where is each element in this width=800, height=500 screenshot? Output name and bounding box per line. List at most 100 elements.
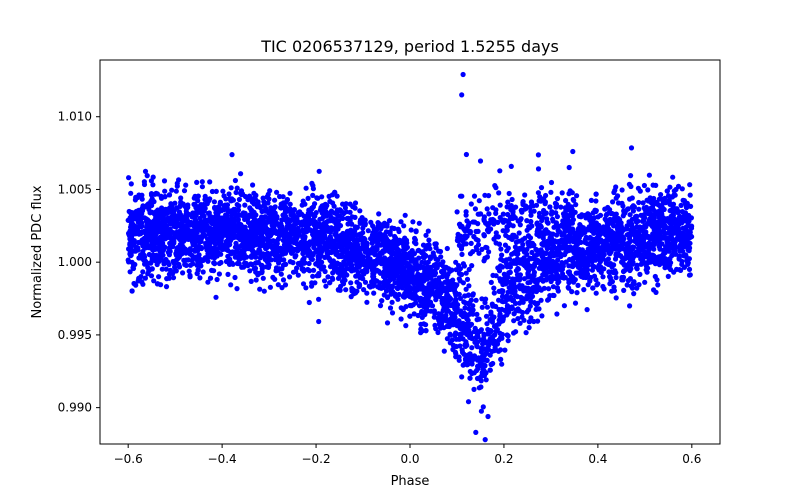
data-point	[321, 278, 328, 284]
data-point	[268, 214, 274, 220]
data-point	[154, 191, 160, 197]
data-point	[219, 246, 225, 253]
data-point	[453, 292, 459, 298]
data-point	[319, 215, 325, 221]
data-point	[656, 215, 663, 221]
data-point	[574, 236, 580, 242]
data-point	[646, 247, 652, 253]
data-point	[151, 240, 157, 246]
data-point	[581, 287, 587, 293]
data-point	[215, 213, 221, 220]
data-point	[223, 202, 229, 208]
data-point	[180, 201, 186, 207]
data-point	[369, 279, 375, 285]
data-point	[493, 303, 499, 310]
data-point	[559, 274, 565, 280]
data-point	[525, 274, 531, 280]
data-point	[316, 221, 322, 227]
data-point	[505, 333, 511, 339]
data-point	[457, 325, 463, 331]
data-point	[229, 152, 235, 158]
data-point	[289, 217, 295, 223]
data-point	[589, 236, 595, 242]
data-point	[491, 348, 497, 354]
data-point	[187, 251, 193, 257]
data-point	[634, 237, 640, 243]
data-point	[257, 286, 263, 292]
data-point	[325, 255, 331, 261]
data-point	[627, 303, 633, 309]
data-point	[299, 202, 305, 208]
data-point	[506, 190, 512, 197]
data-point	[507, 264, 513, 270]
data-point	[668, 245, 674, 251]
data-point	[475, 237, 481, 243]
data-point	[453, 267, 459, 273]
data-point	[624, 282, 630, 288]
data-point	[228, 282, 234, 288]
data-point	[572, 209, 578, 215]
data-point	[515, 251, 521, 257]
data-point	[479, 246, 485, 252]
data-point	[216, 271, 222, 277]
data-point	[242, 202, 248, 208]
data-point	[394, 285, 400, 291]
data-point	[154, 261, 160, 268]
data-point	[534, 284, 541, 290]
data-point	[265, 200, 271, 206]
data-point	[325, 274, 331, 280]
data-point	[272, 197, 278, 203]
data-point	[585, 282, 591, 288]
data-point	[309, 283, 315, 289]
data-point	[499, 361, 505, 367]
data-point	[280, 277, 287, 283]
data-point	[359, 275, 365, 281]
data-point	[370, 283, 376, 289]
data-point	[474, 339, 480, 345]
data-point	[398, 316, 404, 322]
data-point	[511, 318, 517, 324]
data-point	[457, 295, 463, 301]
data-point	[566, 285, 572, 291]
data-point	[475, 221, 481, 227]
data-point	[528, 315, 534, 321]
data-point	[388, 288, 394, 294]
data-point	[478, 408, 484, 414]
data-point	[305, 266, 311, 273]
data-point	[515, 265, 521, 272]
data-point	[604, 211, 610, 217]
data-point	[177, 228, 183, 234]
data-point	[371, 226, 377, 232]
data-point	[450, 342, 456, 348]
data-point	[473, 244, 479, 250]
data-point	[293, 253, 299, 259]
data-point	[610, 234, 616, 240]
data-point	[499, 252, 505, 258]
data-point	[615, 234, 621, 240]
data-point	[130, 230, 136, 236]
data-point	[267, 188, 273, 194]
data-point	[445, 296, 451, 302]
data-point	[310, 192, 316, 198]
data-point	[453, 259, 459, 265]
data-point	[620, 203, 626, 209]
data-point	[610, 199, 616, 205]
data-point	[383, 282, 389, 288]
data-point	[425, 259, 431, 265]
data-point	[128, 190, 134, 196]
data-point	[629, 195, 635, 201]
data-point	[484, 304, 490, 310]
data-point	[398, 219, 404, 225]
data-point	[637, 188, 643, 194]
data-point	[456, 270, 462, 276]
data-point	[480, 341, 486, 347]
data-point	[570, 148, 576, 155]
data-point	[172, 200, 178, 206]
data-point	[161, 207, 167, 213]
data-point	[416, 277, 422, 283]
data-point	[502, 347, 508, 353]
data-point	[489, 335, 495, 342]
data-point	[459, 251, 465, 257]
data-point	[347, 209, 353, 215]
data-point	[667, 184, 673, 190]
